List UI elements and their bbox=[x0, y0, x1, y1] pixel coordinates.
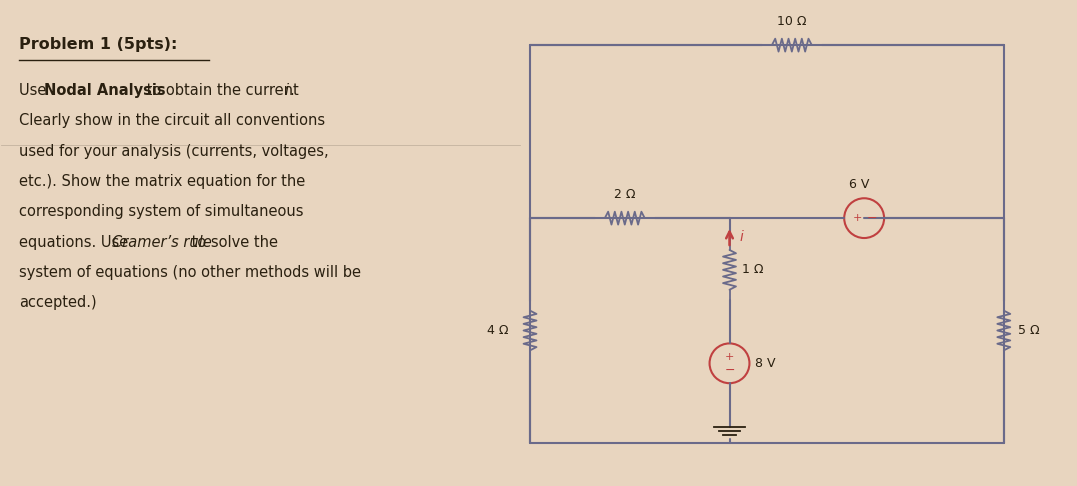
Text: 6 V: 6 V bbox=[849, 178, 869, 191]
Text: to obtain the current: to obtain the current bbox=[142, 83, 304, 98]
Text: 1 Ω: 1 Ω bbox=[742, 263, 764, 277]
Text: used for your analysis (currents, voltages,: used for your analysis (currents, voltag… bbox=[19, 143, 328, 158]
Text: +: + bbox=[725, 352, 735, 362]
Text: −: − bbox=[724, 364, 735, 377]
Text: −: − bbox=[867, 211, 878, 225]
Text: 8 V: 8 V bbox=[755, 357, 775, 370]
Text: Clearly show in the circuit all conventions: Clearly show in the circuit all conventi… bbox=[19, 113, 325, 128]
Text: +: + bbox=[853, 213, 863, 223]
Text: Problem 1 (5pts):: Problem 1 (5pts): bbox=[19, 37, 178, 52]
Text: i: i bbox=[284, 83, 289, 98]
Text: 2 Ω: 2 Ω bbox=[614, 188, 635, 201]
Text: .: . bbox=[290, 83, 295, 98]
Text: 4 Ω: 4 Ω bbox=[487, 324, 508, 337]
Text: equations. Use: equations. Use bbox=[19, 235, 134, 249]
Text: 5 Ω: 5 Ω bbox=[1018, 324, 1039, 337]
Text: Nodal Analysis: Nodal Analysis bbox=[44, 83, 166, 98]
Text: corresponding system of simultaneous: corresponding system of simultaneous bbox=[19, 204, 304, 219]
Text: accepted.): accepted.) bbox=[19, 295, 97, 310]
Text: to solve the: to solve the bbox=[187, 235, 278, 249]
Text: i: i bbox=[740, 230, 743, 244]
Text: Cramer’s rule: Cramer’s rule bbox=[112, 235, 212, 249]
Text: etc.). Show the matrix equation for the: etc.). Show the matrix equation for the bbox=[19, 174, 306, 189]
Text: 10 Ω: 10 Ω bbox=[778, 15, 807, 28]
Text: Use: Use bbox=[19, 83, 52, 98]
Text: system of equations (no other methods will be: system of equations (no other methods wi… bbox=[19, 265, 362, 280]
